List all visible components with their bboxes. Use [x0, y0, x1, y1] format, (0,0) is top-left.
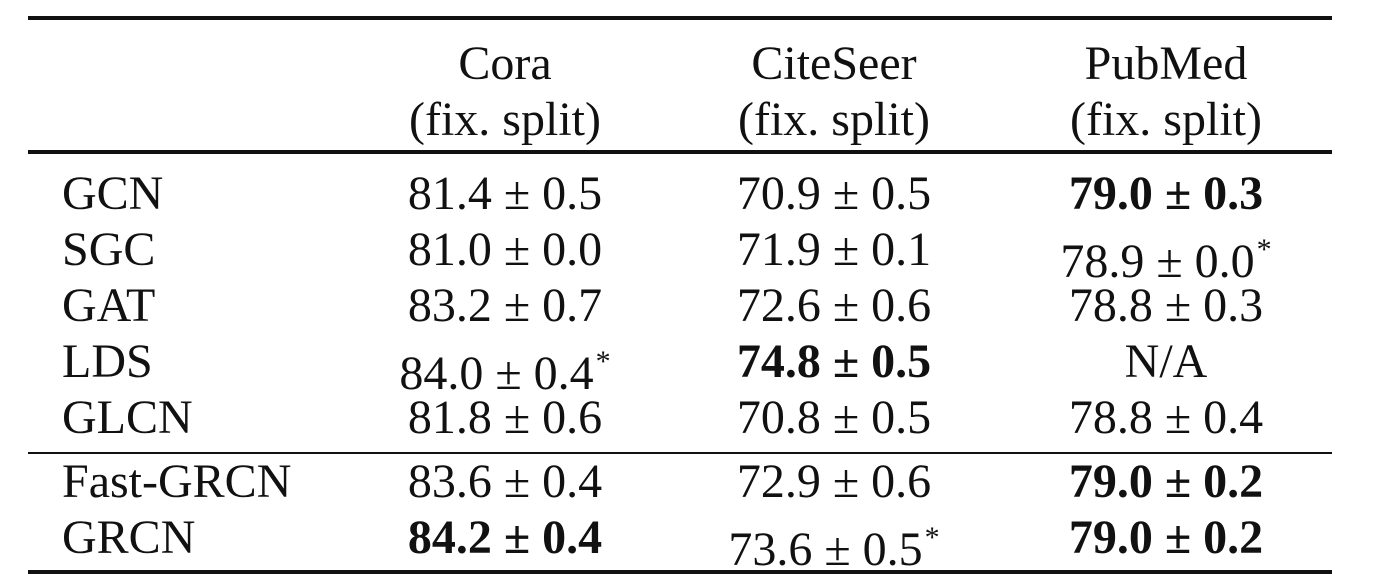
table-cell: 84.0 ± 0.4* — [399, 345, 611, 400]
table-cell: N/A — [1124, 335, 1208, 388]
table-cell: 81.0 ± 0.0 — [407, 223, 603, 276]
group-separator-rule — [28, 452, 1332, 454]
footnote-star: * — [924, 521, 940, 554]
table-cell: 83.6 ± 0.4 — [407, 455, 603, 508]
table-cell: 78.9 ± 0.0* — [1060, 233, 1272, 288]
table-cell: 73.6 ± 0.5* — [728, 521, 940, 576]
row-method-label: LDS — [62, 335, 153, 388]
table-cell: 70.9 ± 0.5 — [736, 167, 932, 220]
column-header-citeseer: CiteSeer — [751, 37, 917, 90]
table-cell-best: 79.0 ± 0.3 — [1068, 167, 1264, 220]
bottom-rule — [28, 570, 1332, 574]
row-method-label: GCN — [62, 167, 164, 220]
row-method-label: GAT — [62, 279, 156, 332]
column-header-pubmed: PubMed — [1084, 37, 1248, 90]
table-cell: 78.8 ± 0.4 — [1068, 391, 1264, 444]
column-subheader-pubmed: (fix. split) — [1070, 93, 1262, 146]
row-method-label: GLCN — [62, 391, 193, 444]
table-cell: 83.2 ± 0.7 — [407, 279, 603, 332]
table-cell: 70.8 ± 0.5 — [736, 391, 932, 444]
top-rule — [28, 16, 1332, 20]
table-cell: 71.9 ± 0.1 — [736, 223, 932, 276]
table-cell: 72.9 ± 0.6 — [736, 455, 932, 508]
column-subheader-citeseer: (fix. split) — [738, 93, 930, 146]
table-cell: 72.6 ± 0.6 — [736, 279, 932, 332]
table-cell-best: 79.0 ± 0.2 — [1068, 455, 1264, 508]
column-subheader-cora: (fix. split) — [409, 93, 601, 146]
row-method-label: SGC — [62, 223, 156, 276]
table-cell-best: 84.2 ± 0.4 — [407, 511, 603, 564]
table-cell-best: 79.0 ± 0.2 — [1068, 511, 1264, 564]
header-rule — [28, 150, 1332, 154]
table-cell-best: 74.8 ± 0.5 — [736, 335, 932, 388]
table-cell: 78.8 ± 0.3 — [1068, 279, 1264, 332]
table-cell: 81.4 ± 0.5 — [407, 167, 603, 220]
footnote-star: * — [1256, 233, 1272, 266]
footnote-star: * — [595, 345, 611, 378]
column-header-cora: Cora — [458, 37, 552, 90]
table-cell: 81.8 ± 0.6 — [407, 391, 603, 444]
row-method-label: GRCN — [62, 511, 196, 564]
row-method-label: Fast-GRCN — [62, 455, 292, 508]
